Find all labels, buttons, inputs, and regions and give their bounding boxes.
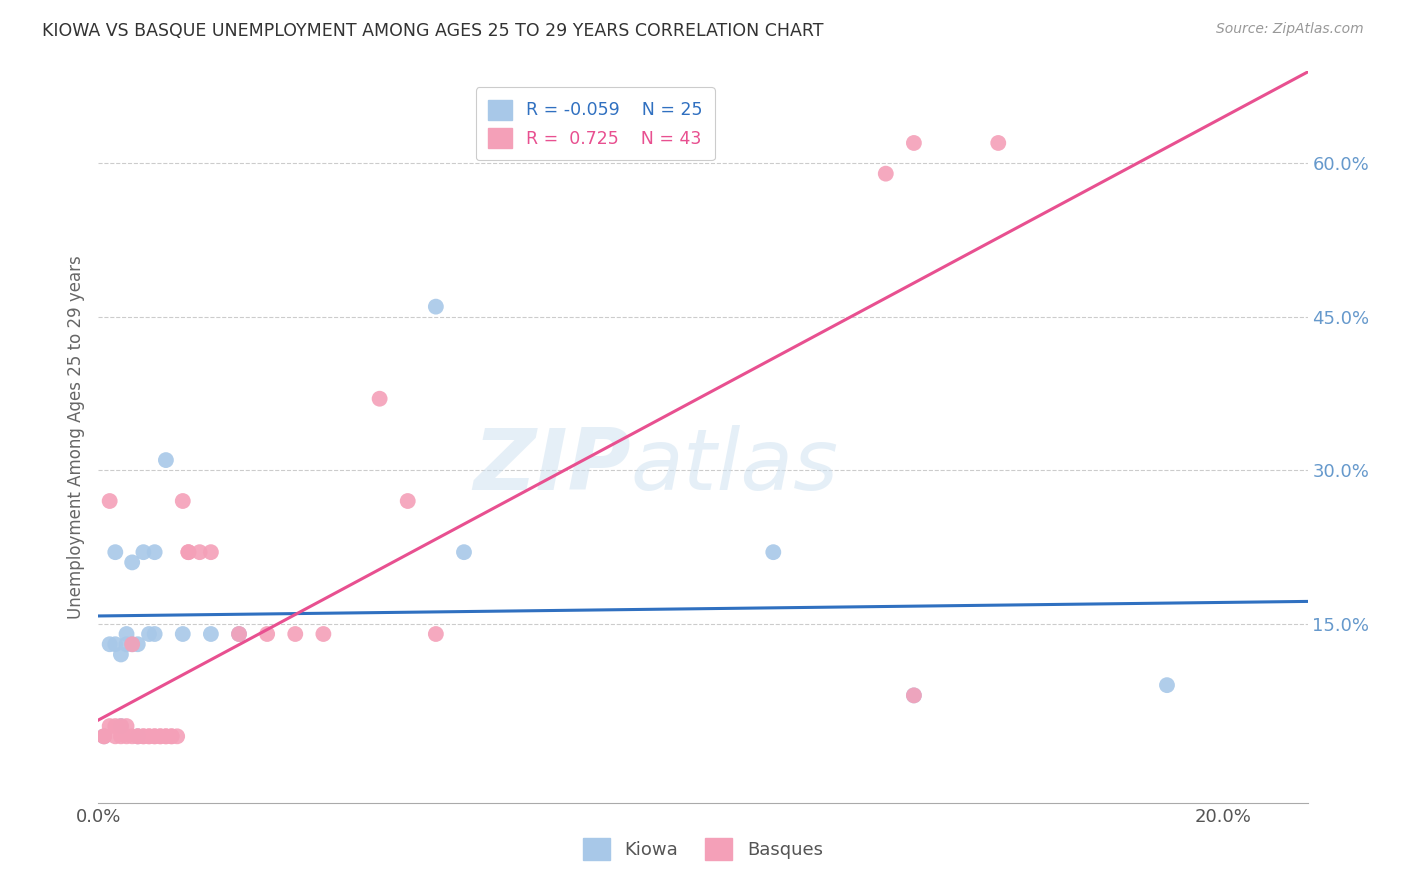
Point — [172, 494, 194, 508]
Text: KIOWA VS BASQUE UNEMPLOYMENT AMONG AGES 25 TO 29 YEARS CORRELATION CHART: KIOWA VS BASQUE UNEMPLOYMENT AMONG AGES … — [42, 22, 824, 40]
Point — [160, 729, 183, 743]
Point — [93, 729, 115, 743]
Point — [188, 545, 211, 559]
Point — [115, 627, 138, 641]
Point — [93, 729, 115, 743]
Point — [228, 627, 250, 641]
Point — [98, 637, 121, 651]
Point — [121, 729, 143, 743]
Point — [127, 729, 149, 743]
Point — [110, 719, 132, 733]
Point — [143, 545, 166, 559]
Point — [127, 637, 149, 651]
Point — [903, 689, 925, 703]
Point — [200, 627, 222, 641]
Point — [987, 136, 1010, 150]
Point — [138, 729, 160, 743]
Point — [149, 729, 172, 743]
Point — [166, 729, 188, 743]
Point — [903, 136, 925, 150]
Point — [1156, 678, 1178, 692]
Point — [149, 729, 172, 743]
Text: ZIP: ZIP — [472, 425, 630, 508]
Point — [284, 627, 307, 641]
Point — [875, 167, 897, 181]
Point — [312, 627, 335, 641]
Point — [132, 545, 155, 559]
Point — [138, 729, 160, 743]
Point — [127, 729, 149, 743]
Point — [143, 729, 166, 743]
Point — [143, 729, 166, 743]
Point — [396, 494, 419, 508]
Point — [160, 729, 183, 743]
Point — [177, 545, 200, 559]
Point — [903, 689, 925, 703]
Point — [115, 637, 138, 651]
Point — [228, 627, 250, 641]
Point — [93, 729, 115, 743]
Point — [98, 719, 121, 733]
Point — [425, 300, 447, 314]
Point — [256, 627, 278, 641]
Point — [138, 627, 160, 641]
Point — [110, 648, 132, 662]
Point — [121, 555, 143, 569]
Point — [104, 545, 127, 559]
Point — [98, 494, 121, 508]
Point — [132, 729, 155, 743]
Point — [132, 729, 155, 743]
Point — [115, 729, 138, 743]
Point — [177, 545, 200, 559]
Text: Source: ZipAtlas.com: Source: ZipAtlas.com — [1216, 22, 1364, 37]
Point — [104, 637, 127, 651]
Point — [453, 545, 475, 559]
Point — [110, 719, 132, 733]
Point — [121, 637, 143, 651]
Point — [143, 627, 166, 641]
Point — [368, 392, 391, 406]
Y-axis label: Unemployment Among Ages 25 to 29 years: Unemployment Among Ages 25 to 29 years — [66, 255, 84, 619]
Point — [121, 637, 143, 651]
Point — [110, 729, 132, 743]
Point — [155, 453, 177, 467]
Point — [762, 545, 785, 559]
Point — [425, 627, 447, 641]
Point — [155, 729, 177, 743]
Text: atlas: atlas — [630, 425, 838, 508]
Point — [172, 627, 194, 641]
Point — [200, 545, 222, 559]
Point — [155, 729, 177, 743]
Point — [127, 729, 149, 743]
Point — [104, 719, 127, 733]
Legend: Kiowa, Basques: Kiowa, Basques — [576, 830, 830, 867]
Point — [115, 719, 138, 733]
Point — [104, 729, 127, 743]
